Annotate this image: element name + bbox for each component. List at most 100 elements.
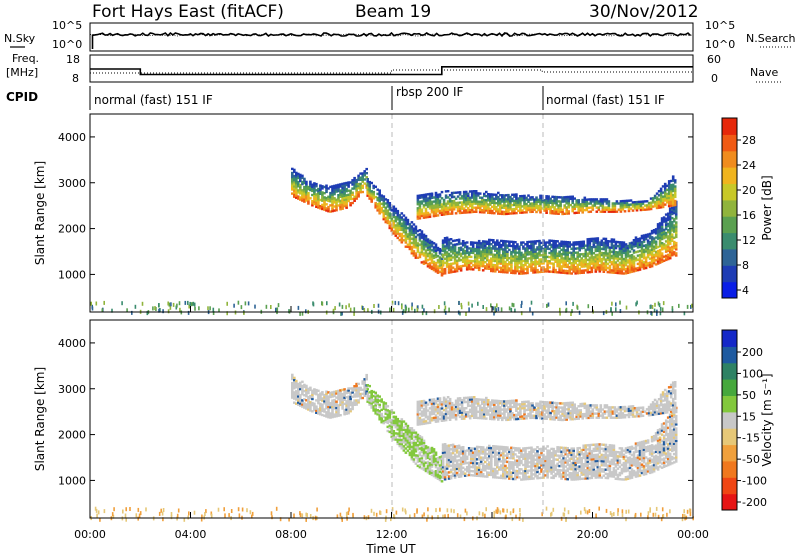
echo-cell (382, 195, 386, 198)
echo-cell (604, 248, 608, 251)
echo-cell (351, 201, 354, 205)
echo-cell (632, 249, 636, 252)
echo-cell (516, 469, 519, 473)
echo-cell (443, 247, 447, 250)
echo-cell (669, 190, 673, 193)
cpid-panel: CPID normal (fast) 151 IF rbsp 200 IF no… (6, 85, 665, 110)
echo-cell (590, 266, 594, 269)
echo-cell (485, 190, 488, 194)
echo-cell (528, 469, 531, 472)
echo-cell (418, 237, 422, 240)
echo-cell (486, 467, 489, 470)
echo-cell (514, 473, 517, 477)
echo-cell (335, 400, 338, 403)
echo-cell (422, 450, 426, 453)
freq-label: Freq. (12, 52, 39, 65)
echo-cell (321, 403, 324, 406)
echo-cell (295, 194, 298, 197)
echo-cell (667, 200, 671, 204)
echo-cell (460, 197, 464, 200)
echo-cell (458, 207, 462, 210)
echo-cell (658, 234, 662, 237)
echo-cell (386, 205, 390, 208)
echo-cell (584, 263, 588, 266)
echo-cell (588, 258, 592, 261)
echo-cell (540, 254, 543, 257)
echo-cell (659, 195, 663, 199)
echo-cell (418, 213, 422, 216)
echo-cell (301, 176, 304, 180)
echo-cell (327, 401, 330, 404)
echo-cell (558, 242, 561, 245)
echo-cell (475, 252, 479, 255)
echo-cell (416, 458, 420, 461)
echo-cell (644, 258, 648, 261)
echo-cell (532, 267, 535, 270)
echo-cell (524, 267, 527, 271)
echo-cell (674, 211, 678, 214)
echo-cell (555, 210, 558, 213)
echo-cell (353, 307, 356, 312)
echo-cell (418, 457, 422, 461)
echo-cell (370, 190, 373, 193)
echo-cell (582, 269, 585, 272)
echo-cell (526, 463, 529, 466)
echo-cell (659, 311, 662, 316)
echo-cell (616, 257, 620, 260)
echo-cell (479, 458, 483, 461)
echo-cell (620, 257, 624, 261)
echo-cell (498, 262, 501, 265)
echo-cell (445, 467, 449, 470)
echo-cell (489, 197, 492, 200)
echo-cell (496, 472, 499, 475)
echo-cell (548, 262, 551, 265)
echo-cell (447, 259, 451, 262)
echo-cell (402, 445, 406, 448)
echo-cell (412, 458, 416, 461)
echo-cell (546, 461, 549, 465)
echo-cell (434, 198, 438, 201)
echo-cell (406, 233, 410, 236)
echo-cell (240, 305, 243, 310)
echo-cell (558, 260, 561, 264)
echo-cell (650, 265, 654, 268)
echo-cell (551, 205, 554, 209)
echo-cell (307, 202, 310, 205)
echo-cell (400, 222, 404, 225)
echo-cell (477, 474, 481, 478)
echo-cell (457, 257, 461, 260)
echo-cell (315, 391, 318, 394)
echo-cell (654, 244, 658, 247)
echo-cell (582, 255, 585, 258)
echo-cell (426, 215, 430, 219)
echo-cell (398, 220, 402, 223)
echo-cell (339, 203, 342, 207)
echo-cell (361, 392, 364, 396)
echo-cell (355, 178, 358, 182)
echo-cell (479, 448, 483, 451)
echo-cell (554, 450, 557, 453)
echo-cell (478, 206, 482, 210)
echo-cell (332, 308, 335, 313)
echo-cell (466, 196, 470, 200)
echo-cell (524, 467, 527, 471)
echo-cell (572, 266, 575, 269)
echo-cell (361, 174, 364, 177)
echo-cell (628, 246, 632, 249)
echo-cell (479, 462, 483, 465)
echo-cell (469, 268, 473, 271)
echo-cell (341, 403, 344, 406)
echo-cell (293, 378, 296, 382)
echo-cell (380, 398, 383, 401)
echo-cell (658, 224, 662, 227)
nsky-tick-bottom: 10^0 (52, 38, 82, 51)
echo-cell (337, 398, 340, 401)
echo-cell (325, 198, 328, 202)
echo-cell (554, 260, 557, 263)
echo-cell (299, 387, 302, 391)
echo-cell (648, 232, 652, 236)
echo-cell (489, 209, 492, 213)
echo-cell (307, 398, 310, 401)
echo-cell (539, 200, 542, 204)
echo-cell (619, 202, 623, 205)
